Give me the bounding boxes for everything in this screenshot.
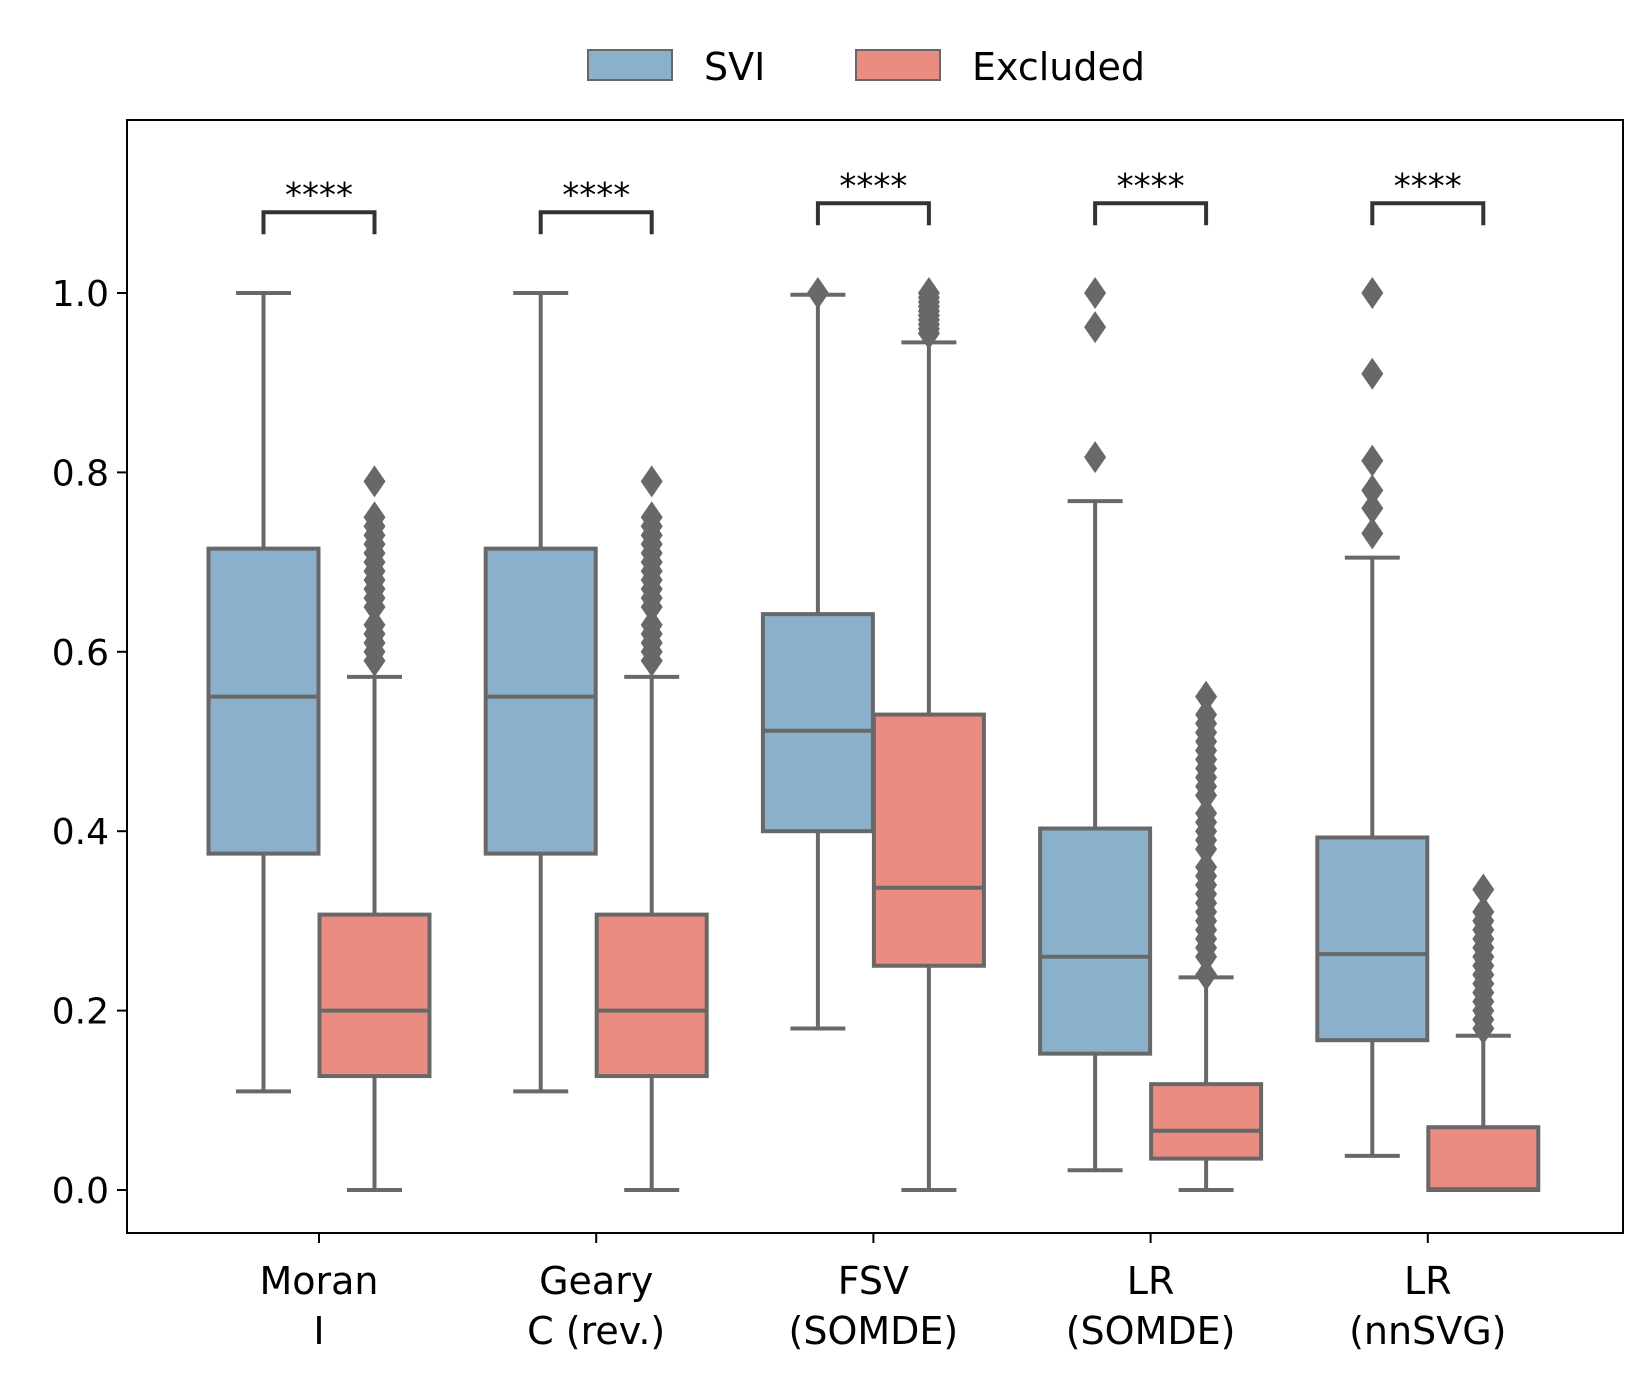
significance-bracket [261,210,377,235]
category-group: **** [1315,166,1541,1192]
outlier-point [1195,680,1218,713]
outlier-point [363,501,386,534]
legend: SVI Excluded [587,45,1145,89]
outlier-point [1084,277,1107,309]
outlier-point [363,465,386,498]
significance-label: **** [1117,166,1185,206]
outlier-point [1084,441,1107,474]
outlier-point [806,277,829,309]
outlier-point [1195,797,1218,830]
outlier-point [917,277,940,309]
x-tick-label: Moran [259,1259,378,1303]
y-tick-label: 0.6 [52,633,109,674]
box-iqr [1038,826,1153,1056]
box-iqr [483,546,598,856]
category-group: **** [1038,166,1264,1192]
significance-label: **** [285,175,353,215]
outlier-point [1472,873,1495,906]
box-iqr [317,912,432,1079]
legend-swatch-excluded [855,49,941,81]
significance-label: **** [562,175,630,215]
box-svi [206,291,321,1094]
x-tick-label: (SOMDE) [1066,1309,1236,1353]
category-group: **** [206,175,432,1192]
box-excluded [317,465,432,1192]
y-axis: 0.0 0.2 0.4 0.6 0.8 1.0 [52,274,127,1212]
significance-bracket [815,201,931,226]
legend-label-excluded: Excluded [972,45,1145,89]
category-group: **** [760,166,986,1192]
significance-bracket [1093,201,1209,226]
x-tick-label: LR [1404,1259,1452,1303]
box-excluded [871,277,986,1192]
outlier-point [1361,474,1384,507]
significance-label: **** [1394,166,1462,206]
significance-bracket [538,210,654,235]
y-tick-label: 0.8 [52,453,109,494]
x-tick-label: C (rev.) [527,1309,665,1353]
outlier-point [640,465,663,498]
box-excluded [1149,680,1264,1192]
outlier-point [1195,958,1218,991]
x-tick-label: FSV [838,1259,909,1303]
plot-frame [126,119,1624,1234]
box-svi [1315,277,1430,1158]
legend-swatch-svi [587,49,673,81]
y-tick-label: 0.0 [52,1171,109,1212]
y-tick-label: 0.4 [52,812,109,853]
y-tick-label: 1.0 [52,274,109,315]
x-tick-label: LR [1127,1259,1175,1303]
box-iqr [1426,1125,1541,1192]
x-axis: Moran I Geary C (rev.) FSV (SOMDE) LR (SOMDE) LR… [259,1233,1506,1353]
legend-label-svi: SVI [704,45,765,89]
outlier-point [1361,444,1384,477]
outlier-point [363,608,386,641]
x-tick-label: (nnSVG) [1349,1309,1506,1353]
box-svi [1038,277,1153,1173]
outlier-point [1361,277,1384,309]
y-tick-label: 0.2 [52,992,109,1033]
box-iqr [1149,1082,1264,1161]
outlier-point [640,608,663,641]
x-tick-label: (SOMDE) [789,1309,959,1353]
box-iqr [206,546,321,856]
x-tick-label: I [313,1309,324,1353]
significance-label: **** [839,166,907,206]
outlier-point [1472,895,1495,928]
outlier-point [1361,517,1384,550]
box-iqr [760,612,875,834]
outlier-point [1361,492,1384,525]
box-iqr [594,912,709,1079]
category-group: **** [483,175,709,1192]
box-iqr [871,712,986,968]
outlier-point [1084,311,1107,344]
box-svi [760,277,875,1031]
box-iqr [1315,835,1430,1043]
outlier-point [1195,851,1218,884]
significance-bracket [1370,201,1486,226]
outlier-point [1361,357,1384,390]
box-excluded [594,465,709,1192]
plot-area: **** **** **** **** **** [206,166,1541,1192]
box-excluded [1426,873,1541,1192]
outlier-point [640,501,663,534]
outlier-point [1195,698,1218,731]
box-svi [483,291,598,1094]
x-tick-label: Geary [539,1259,653,1303]
